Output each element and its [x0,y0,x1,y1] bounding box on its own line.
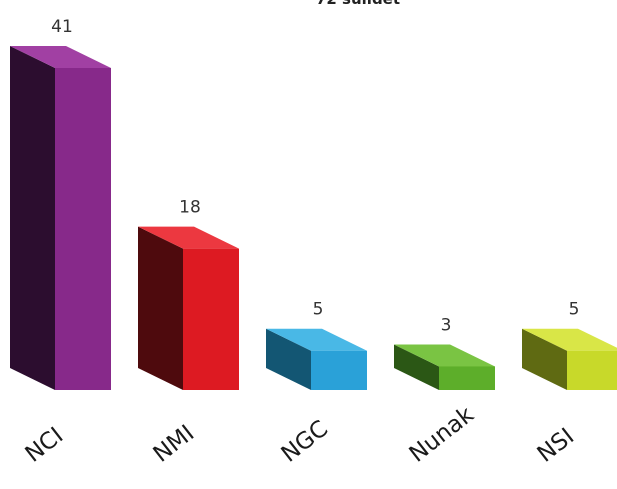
category-label: NSI [533,423,579,467]
bar-side-face [10,46,55,390]
value-label: 3 [441,315,452,335]
bar-top-face [138,226,239,249]
bar-front-face [183,248,239,390]
bars-group: 41 NCI 18 NMI 5 NGC 3 Nunak 5 NSI [10,17,617,468]
bar-top-face [394,344,495,367]
bar-front-face [55,68,111,390]
bar-nunak [394,344,495,390]
bar-nmi [138,226,239,390]
bar-ngc [266,328,367,390]
chart-title: 72 sulidet [316,0,400,8]
category-label: NGC [277,416,333,468]
bar-front-face [567,350,617,390]
bar-side-face [394,344,439,390]
bar-side-face [522,328,567,390]
bar-nsi [522,328,617,390]
bar-front-face [439,366,495,390]
value-label: 5 [313,300,324,320]
bar-front-face [311,350,367,390]
bar-side-face [266,328,311,390]
category-label: Nunak [405,401,480,467]
category-label: NMI [149,420,200,467]
bar-top-face [266,328,367,351]
value-label: 41 [51,17,73,37]
bar-nci [10,46,111,390]
category-label: NCI [21,423,69,468]
bar-side-face [138,226,183,390]
value-label: 5 [569,300,580,320]
bar-top-face [522,328,617,351]
value-label: 18 [179,198,201,218]
bar-top-face [10,46,111,68]
